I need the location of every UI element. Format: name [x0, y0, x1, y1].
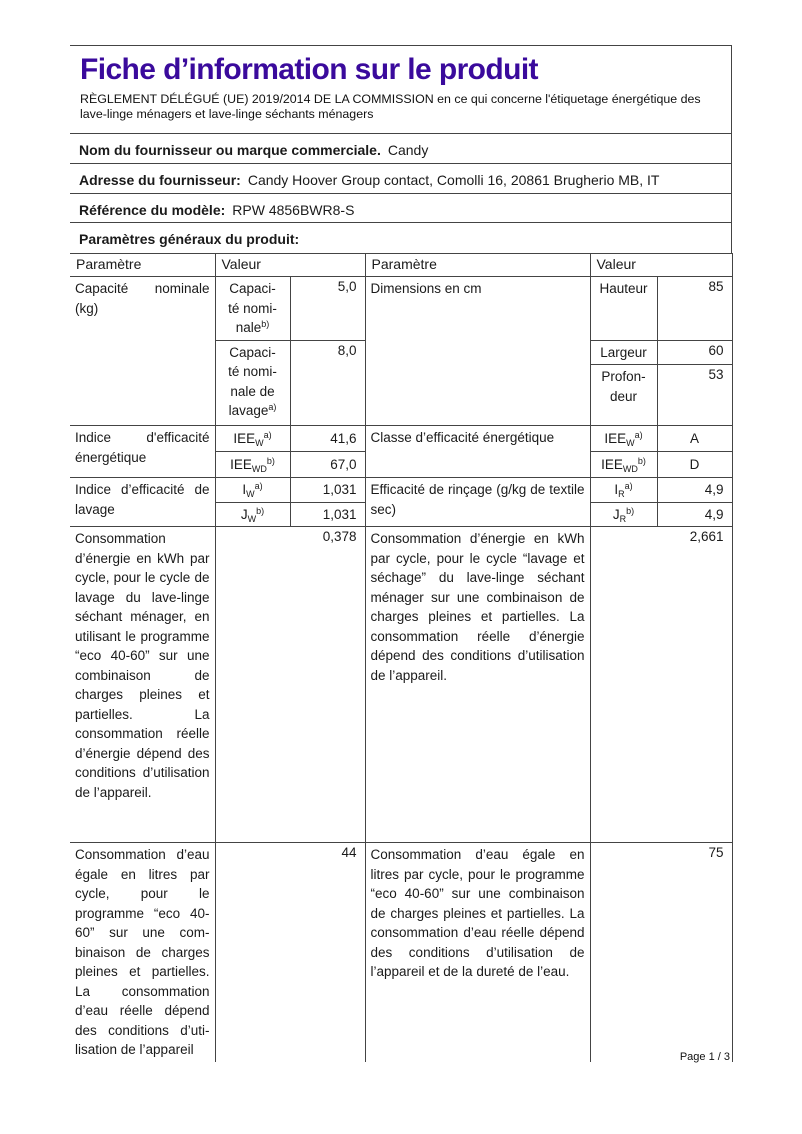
- row-capacity-2: Capaci- té nomi- nale de lavagea) 8,0 La…: [70, 339, 733, 426]
- cell-water-wash-value: 44: [214, 842, 366, 1062]
- section-title-row: Paramètres généraux du produit:: [70, 222, 732, 253]
- wash-capacity-line1: Capaci-: [229, 344, 276, 360]
- header-param-left: Paramètre: [70, 253, 216, 277]
- cell-jr-value: 4,9: [656, 501, 733, 527]
- cell-wash-index-param: Indice d’efficacité de lavage: [70, 477, 216, 527]
- footnote-b: b): [261, 319, 270, 329]
- cell-depth-label: Profon- deur: [589, 364, 658, 426]
- cell-jw-value: 1,031: [289, 501, 366, 527]
- cell-energy-wash-value: 0,378: [214, 526, 366, 843]
- product-information-sheet: Fiche d’information sur le produit RÈGLE…: [70, 45, 733, 1062]
- section-title: Paramètres généraux du produit:: [79, 231, 300, 247]
- cell-jw-label: JWb): [214, 501, 291, 527]
- cell-energy-washdry-param: Consommation d’énergie en kWh par cycle,…: [364, 526, 591, 843]
- row-capacity-1: Capacité nominale (kg) Capaci- té nomi- …: [70, 276, 733, 426]
- cell-ieewd-value: 67,0: [289, 451, 366, 478]
- page-number: Page 1 / 3: [679, 1051, 730, 1063]
- row-eei-2: IEEWDb) 67,0 IEEWDb) D: [70, 451, 733, 478]
- document-header: Fiche d’information sur le produit RÈGLE…: [70, 45, 732, 133]
- cell-wash-capacity-label: Capaci- té nomi- nale de lavagea): [214, 339, 291, 426]
- cell-ieew-value: 41,6: [289, 425, 366, 452]
- cell-depth-value: 53: [656, 364, 733, 426]
- cell-dimensions-param: Dimensions en cm: [364, 276, 591, 426]
- supplier-name-row: Nom du fournisseur ou marque commerciale…: [70, 133, 732, 163]
- model-reference-row: Référence du modèle: RPW 4856BWR8-S: [70, 193, 732, 222]
- cell-height-value: 85: [656, 276, 733, 341]
- cell-iw-value: 1,031: [289, 477, 366, 503]
- row-water-consumption: Consommation d’eau égale en litres par c…: [70, 842, 733, 1062]
- cell-capacity-param: Capacité nominale (kg): [70, 276, 216, 426]
- header-value-left: Valeur: [214, 253, 366, 277]
- cell-water-washdry-value: 75: [589, 842, 733, 1062]
- cell-class-w-value: A: [656, 425, 733, 452]
- rated-capacity-line2: té nomi-: [228, 300, 277, 316]
- cell-width-value: 60: [656, 339, 733, 365]
- cell-ir-label: IRa): [589, 477, 658, 503]
- row-wash-2: JWb) 1,031 JRb) 4,9: [70, 501, 733, 527]
- cell-wash-capacity-value: 8,0: [289, 339, 366, 426]
- wash-capacity-line2: té nomi-: [228, 364, 277, 379]
- cell-energy-wash-param: Consommation d’énergie en kWh par cycle,…: [70, 526, 216, 843]
- cell-rated-capacity-label: Capaci- té nomi- naleb): [214, 276, 291, 341]
- table-header-row: Paramètre Valeur Paramètre Valeur: [70, 253, 733, 277]
- supplier-name-label: Nom du fournisseur ou marque commerciale…: [79, 142, 381, 158]
- cell-energy-washdry-value: 2,661: [589, 526, 733, 843]
- model-reference-label: Référence du modèle:: [79, 202, 226, 218]
- wash-capacity-line4: lavagea): [228, 402, 277, 419]
- cell-energy-class-param: Classe d’efficacité énergétique: [364, 425, 591, 478]
- row-wash-1: Indice d’efficacité de lavage IWa) 1,031…: [70, 477, 733, 527]
- model-reference-value: RPW 4856BWR8-S: [232, 202, 355, 218]
- cell-class-wd-value: D: [656, 451, 733, 478]
- cell-iw-label: IWa): [214, 477, 291, 503]
- header-value-right: Valeur: [589, 253, 733, 277]
- header-param-right: Paramètre: [364, 253, 591, 277]
- row-energy-consumption: Consommation d’énergie en kWh par cycle,…: [70, 526, 733, 843]
- depth-line1: Profon-: [601, 369, 646, 384]
- cell-ieew-label: IEEWa): [214, 425, 291, 452]
- cell-ir-value: 4,9: [656, 477, 733, 503]
- wash-capacity-line3: nale de: [230, 383, 275, 399]
- regulation-subtitle: RÈGLEMENT DÉLÉGUÉ (UE) 2019/2014 DE LA C…: [80, 92, 701, 121]
- supplier-address-value: Candy Hoover Group contact, Comolli 16, …: [247, 172, 660, 188]
- supplier-name-value: Candy: [387, 142, 429, 158]
- cell-rated-capacity-value: 5,0: [289, 276, 366, 341]
- cell-rinse-param: Efficacité de rinçage (g/kg de textile s…: [364, 477, 591, 527]
- cell-ieewd-label: IEEWDb): [214, 451, 291, 478]
- cell-jr-label: JRb): [589, 501, 658, 527]
- cell-eei-param: Indice d'efficacité énergétique: [70, 425, 216, 478]
- cell-water-wash-param: Consommation d’eau égale en litres par c…: [70, 842, 216, 1062]
- cell-width-label: Largeur: [589, 339, 658, 365]
- row-eei-1: Indice d'efficacité énergétique IEEWa) 4…: [70, 425, 733, 478]
- cell-height-label: Hauteur: [589, 276, 658, 341]
- rated-capacity-line1: Capaci-: [229, 281, 276, 296]
- general-parameters-table: Paramètre Valeur Paramètre Valeur Capaci…: [70, 253, 733, 1062]
- supplier-address-row: Adresse du fournisseur: Candy Hoover Grou…: [70, 163, 732, 193]
- page-title: Fiche d’information sur le produit: [80, 53, 539, 86]
- footnote-a: a): [268, 402, 277, 412]
- depth-line2: deur: [609, 388, 638, 404]
- cell-class-w-label: IEEWa): [589, 425, 658, 452]
- rated-capacity-line3: naleb): [235, 319, 270, 336]
- supplier-address-label: Adresse du fournisseur:: [79, 172, 241, 188]
- cell-water-washdry-param: Consommation d’eau égale en litres par c…: [364, 842, 591, 1062]
- cell-class-wd-label: IEEWDb): [589, 451, 658, 478]
